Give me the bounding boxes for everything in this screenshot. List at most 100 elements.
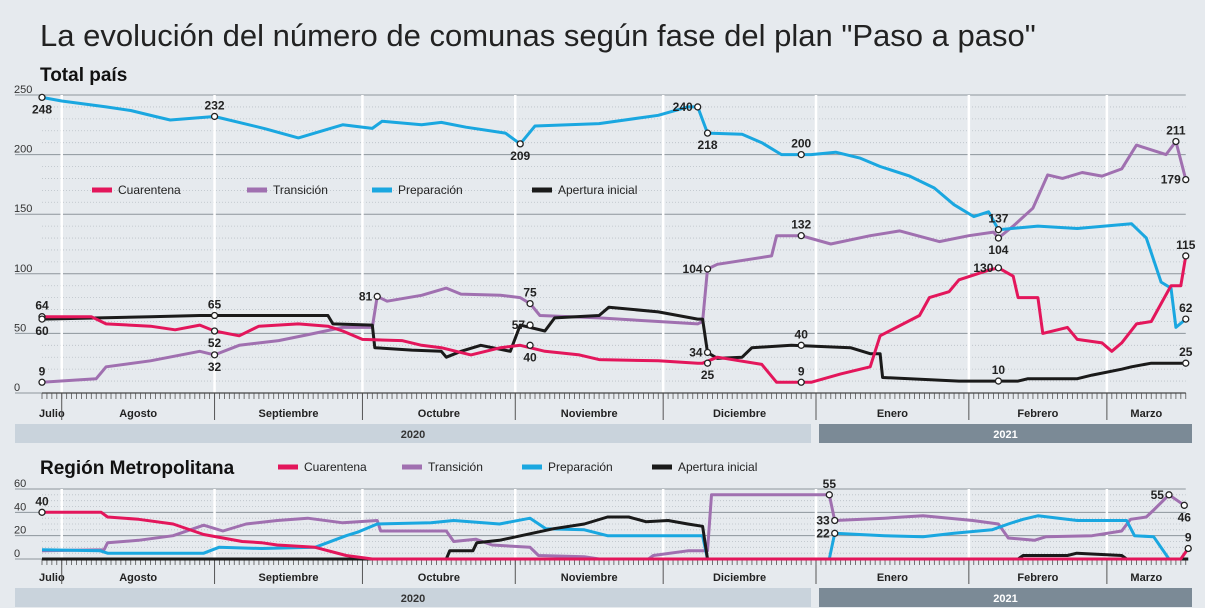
annotation-label: 9 bbox=[39, 364, 46, 378]
legend-label: Apertura inicial bbox=[678, 460, 757, 474]
y-tick-label: 20 bbox=[14, 525, 26, 537]
annotation-marker bbox=[831, 516, 839, 525]
annotation-marker bbox=[994, 264, 1003, 272]
annotation-label: 211 bbox=[1166, 123, 1186, 137]
annotation-marker bbox=[38, 93, 46, 102]
month-label: Enero bbox=[877, 572, 908, 584]
annotation-marker bbox=[38, 315, 46, 323]
annotation-marker bbox=[526, 299, 534, 308]
year-bar bbox=[819, 424, 1192, 443]
annotation-label: 240 bbox=[673, 100, 693, 114]
month-label: Octubre bbox=[418, 408, 460, 420]
month-label: Enero bbox=[877, 408, 908, 420]
annotation-marker bbox=[210, 351, 219, 359]
y-tick-label: 0 bbox=[14, 382, 20, 394]
annotation-marker bbox=[703, 348, 712, 357]
annotation-label: 65 bbox=[208, 298, 222, 312]
annotation-label: 209 bbox=[510, 149, 530, 163]
annotation-marker bbox=[1182, 359, 1190, 367]
subchart-title-total: Total país bbox=[40, 65, 127, 86]
annotation-marker bbox=[526, 321, 534, 329]
annotation-label: 60 bbox=[35, 324, 49, 338]
y-tick-label: 250 bbox=[14, 84, 32, 96]
month-label: Agosto bbox=[119, 408, 157, 420]
series-line-preparación bbox=[41, 95, 1187, 329]
year-label: 2021 bbox=[993, 593, 1017, 605]
series-line-cuarentena bbox=[42, 510, 1190, 561]
annotation-marker bbox=[210, 327, 219, 335]
annotation-label: 75 bbox=[523, 286, 537, 300]
chart-title: La evolución del número de comunas según… bbox=[40, 18, 1036, 53]
annotation-marker bbox=[703, 359, 712, 367]
annotation-marker bbox=[1182, 315, 1190, 323]
annotation-label: 248 bbox=[32, 102, 52, 116]
year-bar bbox=[819, 588, 1192, 607]
annotation-marker bbox=[1180, 501, 1188, 509]
annotation-label: 81 bbox=[359, 289, 373, 303]
annotation-marker bbox=[210, 112, 219, 121]
annotation-label: 34 bbox=[689, 345, 703, 359]
annotation-label: 57 bbox=[512, 318, 526, 332]
annotation-label: 46 bbox=[1178, 510, 1192, 524]
annotation-marker bbox=[1165, 491, 1173, 499]
year-bar bbox=[15, 588, 812, 607]
annotation-label: 52 bbox=[208, 336, 222, 350]
annotation-label: 104 bbox=[988, 243, 1008, 257]
legend-label: Transición bbox=[273, 183, 328, 197]
legend-label: Preparación bbox=[398, 183, 463, 197]
annotation-label: 232 bbox=[205, 98, 225, 112]
annotation-label: 40 bbox=[795, 327, 809, 341]
legend-label: Cuarentena bbox=[304, 460, 367, 474]
annotation-marker bbox=[797, 341, 805, 349]
chart-region-metropolitana: 0 20 40 60 Julio Agosto Septiembre Octubre Novie… bbox=[14, 460, 1192, 607]
annotation-label: 25 bbox=[1179, 345, 1193, 359]
y-tick-label: 200 bbox=[14, 144, 32, 156]
annotation-label: 115 bbox=[1176, 238, 1196, 252]
y-tick-label: 0 bbox=[14, 548, 20, 560]
month-label: Septiembre bbox=[259, 408, 319, 420]
annotation-label: 40 bbox=[35, 494, 49, 508]
annotation-marker bbox=[694, 103, 702, 111]
annotation-label: 40 bbox=[523, 350, 537, 364]
month-label: Febrero bbox=[1017, 572, 1058, 584]
year-label: 2021 bbox=[993, 429, 1017, 441]
annotation-marker bbox=[994, 234, 1003, 242]
month-label: Noviembre bbox=[561, 572, 618, 584]
month-label: Septiembre bbox=[259, 572, 319, 584]
y-tick-label: 100 bbox=[14, 263, 32, 275]
annotation-label: 55 bbox=[823, 477, 837, 491]
annotation-label: 22 bbox=[816, 526, 830, 540]
month-label: Julio bbox=[39, 408, 65, 420]
legend-label: Apertura inicial bbox=[558, 183, 637, 197]
annotation-label: 179 bbox=[1161, 173, 1181, 187]
month-label: Marzo bbox=[1130, 408, 1162, 420]
y-tick-label: 50 bbox=[14, 322, 26, 334]
annotation-marker bbox=[797, 150, 805, 159]
annotation-marker bbox=[1172, 137, 1180, 146]
annotation-marker bbox=[703, 265, 712, 273]
annotation-label: 33 bbox=[816, 514, 830, 528]
month-label: Diciembre bbox=[713, 408, 766, 420]
legend-label: Transición bbox=[428, 460, 483, 474]
y-tick-label: 150 bbox=[14, 203, 32, 215]
annotation-marker bbox=[703, 129, 712, 137]
chart-total-pais: 0 50 100 150 200 250 Julio Agosto Septiembre Octu… bbox=[14, 84, 1196, 443]
month-label: Diciembre bbox=[713, 572, 766, 584]
legend-label: Cuarentena bbox=[118, 183, 181, 197]
legend-label: Preparación bbox=[548, 460, 613, 474]
annotation-label: 218 bbox=[698, 138, 718, 152]
annotation-marker bbox=[210, 311, 219, 320]
annotation-marker bbox=[994, 377, 1003, 385]
year-label: 2020 bbox=[401, 593, 425, 605]
annotation-marker bbox=[1182, 252, 1190, 260]
annotation-label: 130 bbox=[973, 261, 993, 275]
annotation-marker bbox=[825, 491, 833, 499]
month-label: Febrero bbox=[1017, 408, 1058, 420]
annotation-label: 64 bbox=[35, 299, 49, 313]
month-label: Octubre bbox=[418, 572, 460, 584]
annotation-label: 32 bbox=[208, 360, 222, 374]
series-line-apertura-inicial bbox=[41, 305, 1186, 383]
annotation-marker bbox=[516, 140, 524, 148]
annotation-label: 9 bbox=[798, 364, 805, 378]
